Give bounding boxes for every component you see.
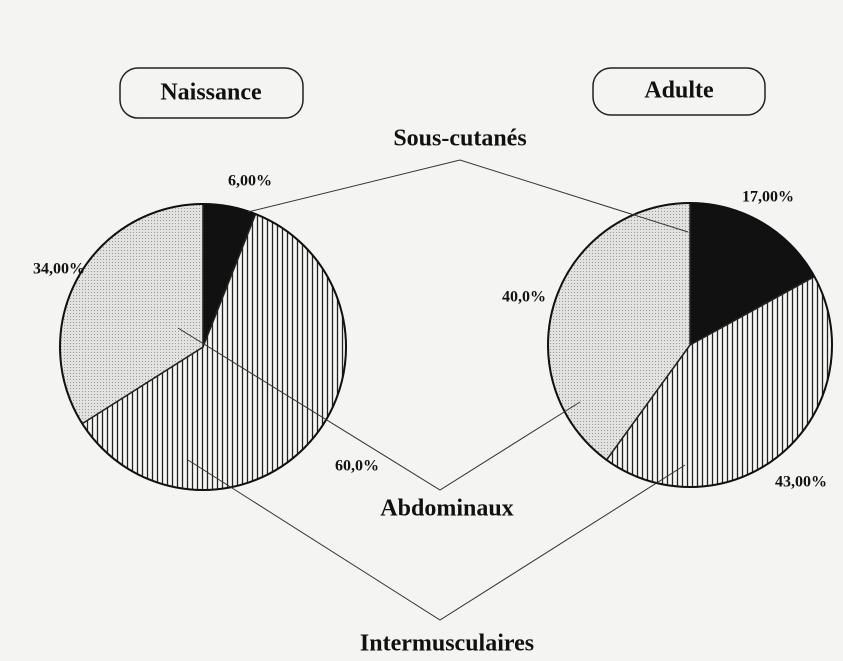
value-label: 43,00% [775,474,827,491]
value-label: 17,00% [742,189,794,206]
connector [187,459,686,621]
category-label: Sous-cutanés [393,126,526,152]
connector [247,159,689,233]
title-box [119,67,304,119]
pies [59,202,833,491]
pie-outline [547,202,833,488]
pie-title: Adulte [644,78,714,104]
value-label: 40,0% [502,289,546,306]
category-label: Abdominaux [380,496,513,522]
pie-outline [59,203,347,491]
title-box [592,67,766,116]
value-label: 6,00% [228,173,272,190]
connector [177,327,581,491]
pie-title: Naissance [160,80,262,106]
value-label: 60,0% [335,458,379,475]
value-label: 34,00% [33,261,85,278]
connectors [177,159,689,621]
category-label: Intermusculaires [360,631,534,657]
